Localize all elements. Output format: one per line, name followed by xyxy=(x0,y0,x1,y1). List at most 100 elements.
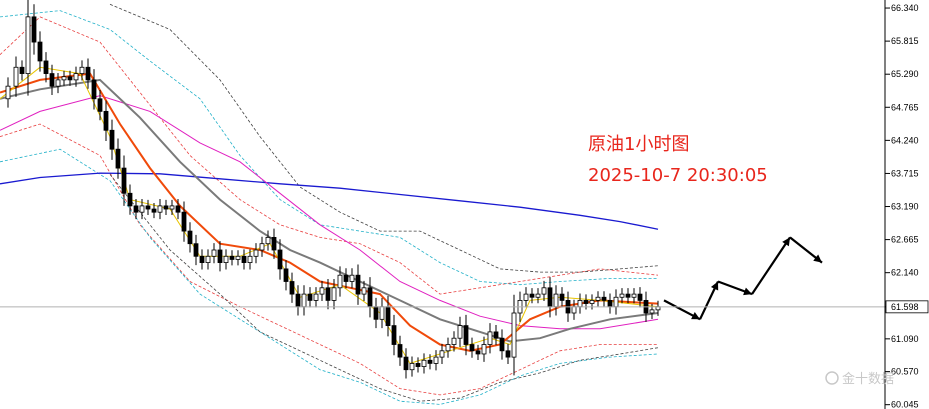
forecast-segment xyxy=(751,236,791,295)
candle-body xyxy=(127,192,133,207)
band-black-upper xyxy=(109,3,659,273)
watermark-text: 金十数据 xyxy=(842,371,894,387)
y-tick-label: 62.665 xyxy=(891,235,919,245)
candle-body xyxy=(169,205,175,210)
candle-body xyxy=(589,300,595,304)
candle-body xyxy=(571,306,577,314)
watermark-logo-icon xyxy=(825,371,839,385)
candle-body xyxy=(223,255,229,263)
candle-body xyxy=(103,110,109,131)
candle-body xyxy=(607,300,613,308)
y-tick-label: 65.290 xyxy=(891,69,919,79)
candle-body xyxy=(559,293,565,301)
candle-body xyxy=(115,148,121,169)
candle-body xyxy=(235,255,241,260)
bollinger-bands xyxy=(0,3,659,405)
candle-body xyxy=(433,356,439,364)
candle-body xyxy=(451,337,457,345)
y-axis: 66.340 65.815 65.290 64.765 64.240 63.715 63.1… xyxy=(885,3,929,409)
candle-body xyxy=(217,249,223,263)
candle-body xyxy=(325,287,331,301)
candle-body xyxy=(427,359,433,364)
forecast-arrowhead-icon xyxy=(691,312,700,320)
y-tick-label: 62.140 xyxy=(891,268,919,278)
forecast-arrowhead-icon xyxy=(782,237,790,247)
candle-body xyxy=(241,255,247,263)
forecast-arrowhead-icon xyxy=(710,281,719,291)
candle-body xyxy=(613,296,619,308)
y-tick-label: 66.340 xyxy=(891,3,919,13)
y-tick-label: 65.815 xyxy=(891,36,919,46)
y-tick-label: 63.190 xyxy=(891,202,919,212)
candle-body xyxy=(337,274,343,289)
candle-body xyxy=(505,350,511,358)
candle-body xyxy=(229,255,235,260)
candle-body xyxy=(541,287,547,295)
ma-mid-line xyxy=(0,72,659,352)
candle-body xyxy=(649,309,655,314)
y-tick-label: 64.765 xyxy=(891,102,919,112)
y-tick-label: 64.240 xyxy=(891,135,919,145)
current-price-label: 61.598 xyxy=(891,302,919,312)
candle-body xyxy=(193,243,199,257)
candle-body xyxy=(283,268,289,282)
candle-body xyxy=(313,293,319,301)
candle-body xyxy=(367,287,373,308)
candle-body xyxy=(307,293,313,301)
candle-body xyxy=(295,293,301,308)
candle-body xyxy=(481,344,487,355)
candle-body xyxy=(139,205,145,213)
candle-body xyxy=(619,293,625,298)
candle-body xyxy=(343,274,349,282)
candle-body xyxy=(31,16,37,43)
candle-body xyxy=(109,129,115,150)
candle-body xyxy=(205,255,211,263)
candle-body xyxy=(493,331,499,339)
candle-body xyxy=(601,296,607,301)
candle-body xyxy=(457,325,463,339)
candle-body xyxy=(163,205,169,210)
candle-body xyxy=(67,76,73,81)
band-red-lower xyxy=(0,123,658,396)
band-black-lower xyxy=(109,174,659,402)
candle-body xyxy=(19,66,25,74)
candle-body xyxy=(247,255,253,263)
candle-body xyxy=(529,293,535,298)
candle-body xyxy=(349,274,355,282)
annotation-title: 原油1小时图 xyxy=(588,134,689,155)
candlesticks xyxy=(5,0,661,379)
candle-body xyxy=(361,287,367,295)
current-price-badge xyxy=(885,300,929,314)
candle-body xyxy=(175,205,181,213)
candle-body xyxy=(373,306,379,320)
candle-body xyxy=(259,243,265,251)
watermark: 金十数据 xyxy=(825,371,894,387)
y-tick-label: 60.045 xyxy=(891,400,919,409)
candle-body xyxy=(211,249,217,257)
candle-body xyxy=(553,293,559,308)
candle-body xyxy=(631,293,637,298)
candle-body xyxy=(595,296,601,301)
candle-body xyxy=(403,356,409,371)
candle-body xyxy=(301,293,307,308)
annotation-datetime: 2025-10-7 20:30:05 xyxy=(588,165,768,186)
candle-body xyxy=(157,205,163,213)
candle-body xyxy=(535,293,541,298)
candle-body xyxy=(73,73,79,81)
forecast-arrowhead-icon xyxy=(743,287,752,296)
candle-body xyxy=(391,325,397,345)
candle-body xyxy=(13,66,19,87)
candle-body xyxy=(547,287,553,308)
band-red-upper xyxy=(0,16,659,295)
candle-body xyxy=(91,79,97,100)
candle-body xyxy=(421,359,427,367)
candle-body xyxy=(583,300,589,304)
candle-body xyxy=(43,60,49,74)
forecast-arrows xyxy=(663,236,823,321)
y-tick-label: 61.090 xyxy=(891,334,919,344)
y-tick-label: 60.570 xyxy=(891,367,919,377)
candle-body xyxy=(97,98,103,112)
y-tick-label: 63.715 xyxy=(891,168,919,178)
candle-body xyxy=(445,344,451,352)
candle-body xyxy=(379,306,385,320)
